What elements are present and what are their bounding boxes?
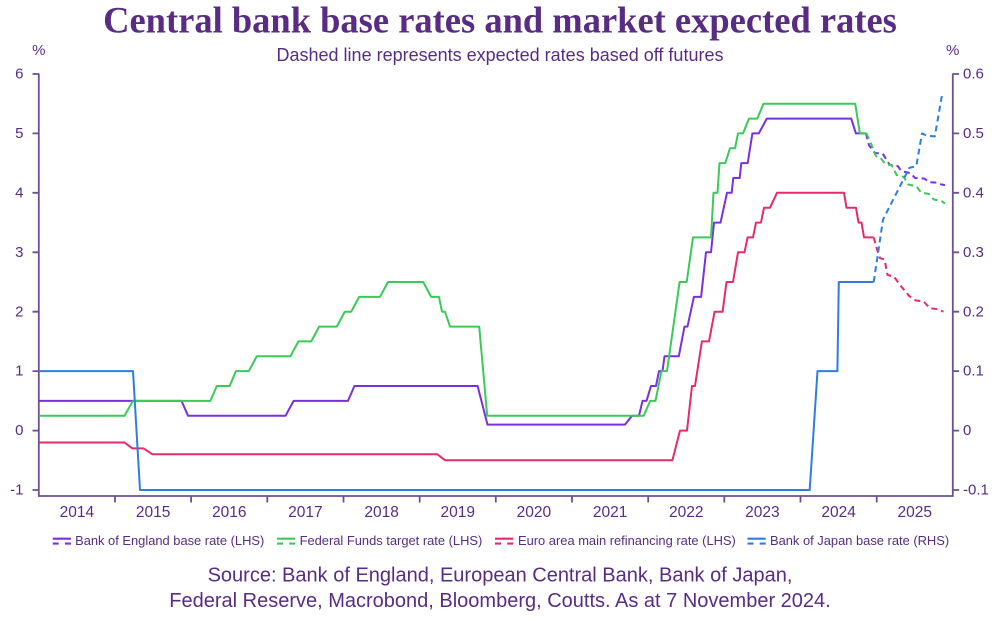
svg-text:0: 0 (963, 422, 971, 439)
svg-text:Dashed line represents expecte: Dashed line represents expected rates ba… (277, 45, 724, 65)
svg-text:5: 5 (15, 125, 23, 142)
svg-text:Source: Bank of England, Europ: Source: Bank of England, European Centra… (208, 565, 793, 587)
svg-text:Bank of England base rate (LHS: Bank of England base rate (LHS) (75, 533, 264, 548)
svg-text:Central bank base rates and ma: Central bank base rates and market expec… (103, 0, 897, 41)
svg-text:2025: 2025 (898, 504, 932, 521)
svg-text:1: 1 (15, 363, 23, 380)
svg-text:6: 6 (15, 66, 23, 83)
svg-text:Federal Funds target rate (LHS: Federal Funds target rate (LHS) (300, 533, 483, 548)
svg-text:2014: 2014 (60, 504, 95, 521)
svg-text:2020: 2020 (517, 504, 552, 521)
svg-text:0: 0 (15, 422, 23, 439)
svg-text:2018: 2018 (364, 504, 398, 521)
svg-text:2016: 2016 (212, 504, 246, 521)
svg-text:%: % (32, 42, 45, 59)
svg-text:Bank of Japan base rate (RHS): Bank of Japan base rate (RHS) (770, 533, 949, 548)
svg-text:0.4: 0.4 (963, 184, 984, 201)
svg-text:2024: 2024 (821, 504, 856, 521)
svg-text:0.2: 0.2 (963, 303, 984, 320)
svg-text:Federal Reserve, Macrobond, Bl: Federal Reserve, Macrobond, Bloomberg, C… (169, 590, 830, 612)
svg-text:-0.1: -0.1 (963, 482, 989, 499)
svg-text:2022: 2022 (669, 504, 703, 521)
svg-text:2017: 2017 (288, 504, 322, 521)
svg-text:2023: 2023 (745, 504, 779, 521)
svg-text:%: % (946, 42, 959, 59)
svg-text:0.1: 0.1 (963, 363, 984, 380)
svg-text:2: 2 (15, 303, 23, 320)
svg-text:Euro area main refinancing rat: Euro area main refinancing rate (LHS) (518, 533, 736, 548)
svg-text:4: 4 (15, 184, 23, 201)
svg-text:0.5: 0.5 (963, 125, 984, 142)
svg-text:0.6: 0.6 (963, 66, 984, 83)
svg-text:2015: 2015 (136, 504, 170, 521)
svg-text:3: 3 (15, 244, 23, 261)
svg-text:2021: 2021 (593, 504, 627, 521)
svg-text:2019: 2019 (440, 504, 474, 521)
svg-text:-1: -1 (10, 482, 23, 499)
svg-text:0.3: 0.3 (963, 244, 984, 261)
